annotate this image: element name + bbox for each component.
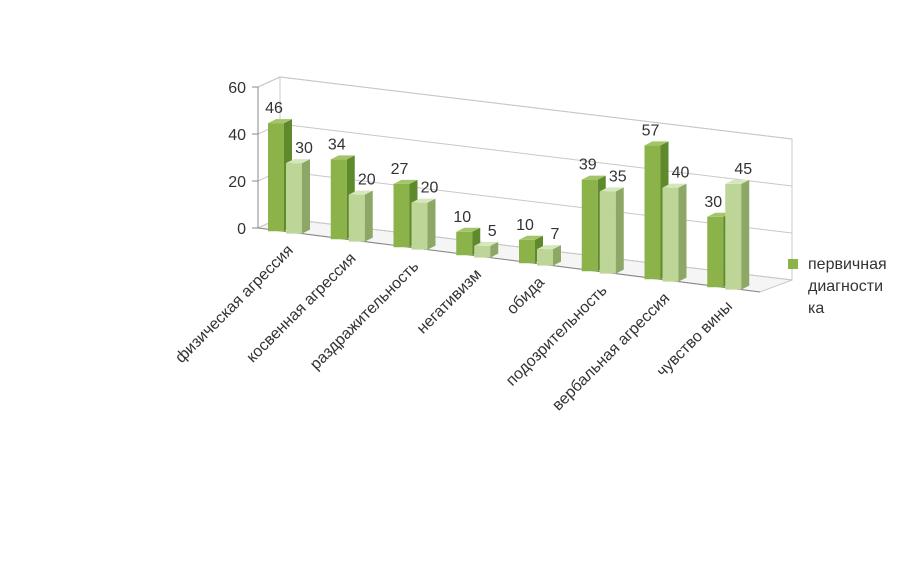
data-label: 10 bbox=[516, 217, 534, 234]
bar-front bbox=[644, 145, 661, 280]
data-label: 30 bbox=[295, 140, 313, 157]
bar-marks bbox=[268, 119, 750, 290]
bar-front bbox=[411, 202, 428, 250]
bar-2-5 bbox=[537, 245, 561, 266]
data-label: 7 bbox=[551, 226, 560, 243]
category-label: физическая агрессия bbox=[172, 242, 297, 367]
bar-front bbox=[725, 183, 742, 290]
data-label: 40 bbox=[672, 165, 690, 182]
bar-2-3 bbox=[411, 198, 436, 250]
bar-side bbox=[678, 183, 687, 282]
bar-front bbox=[348, 194, 365, 242]
data-label: 57 bbox=[642, 122, 660, 139]
gridline bbox=[279, 123, 793, 187]
bar-top bbox=[268, 119, 292, 124]
bar-front bbox=[537, 249, 553, 266]
bar-side bbox=[615, 187, 624, 274]
bar-front bbox=[581, 179, 598, 272]
bar-top bbox=[474, 241, 499, 246]
data-label: 45 bbox=[734, 161, 752, 178]
data-label: 27 bbox=[391, 161, 409, 178]
category-label: чувство вины bbox=[654, 298, 736, 380]
gridline bbox=[279, 170, 793, 234]
y-tick-labels: 0 20 40 60 bbox=[228, 80, 246, 238]
y-tick-label: 60 bbox=[228, 80, 246, 97]
bar-top bbox=[456, 227, 481, 232]
bar-top bbox=[330, 155, 355, 160]
bar-front bbox=[456, 231, 473, 256]
bar-side bbox=[302, 159, 310, 234]
data-label: 46 bbox=[265, 100, 283, 117]
bar-front bbox=[330, 159, 347, 240]
bar-2-1 bbox=[286, 159, 310, 234]
y-tick-label: 0 bbox=[237, 221, 246, 238]
bar-top bbox=[644, 141, 669, 146]
bar-top bbox=[519, 235, 543, 240]
bar-top bbox=[411, 198, 436, 203]
y-tick-label: 20 bbox=[228, 174, 246, 191]
bar-top bbox=[599, 187, 624, 192]
bar-front bbox=[662, 187, 679, 282]
gridline bbox=[279, 76, 793, 140]
bar-top bbox=[581, 175, 606, 180]
legend-swatch-primary bbox=[788, 259, 798, 269]
bar-2-4 bbox=[474, 241, 499, 258]
bar-front bbox=[707, 216, 724, 288]
data-label: 20 bbox=[421, 180, 439, 197]
data-label: 35 bbox=[609, 168, 627, 185]
bar-2-7 bbox=[662, 183, 687, 282]
category-label: вербальная агрессия bbox=[549, 290, 673, 414]
bar-side bbox=[553, 245, 561, 266]
bar-front bbox=[599, 191, 616, 274]
bar-top bbox=[348, 190, 373, 195]
bar-side bbox=[427, 198, 436, 250]
bar-top bbox=[393, 179, 418, 184]
bar-front bbox=[286, 163, 302, 234]
data-label: 10 bbox=[453, 209, 471, 226]
gridline-side bbox=[257, 76, 281, 88]
data-label: 39 bbox=[579, 157, 597, 174]
data-label: 34 bbox=[328, 136, 346, 153]
category-label: негативизм bbox=[414, 266, 485, 337]
bar-front bbox=[393, 183, 410, 248]
category-label: обида bbox=[504, 274, 548, 318]
legend-label-primary: первичная диагности ка bbox=[808, 256, 887, 317]
bar-front bbox=[519, 239, 535, 264]
bar-side bbox=[364, 190, 373, 242]
data-label: 30 bbox=[704, 194, 722, 211]
bar-side bbox=[490, 241, 499, 258]
bar-2-6 bbox=[599, 187, 624, 274]
bar-2-2 bbox=[348, 190, 373, 242]
bar-top bbox=[725, 179, 750, 184]
y-tick-label: 40 bbox=[228, 127, 246, 144]
bar-top bbox=[662, 183, 687, 188]
data-labels: 46 30 34 20 27 20 10 5 10 7 39 35 57 40 30 45 bbox=[265, 100, 752, 243]
bar-2-8 bbox=[725, 179, 750, 290]
bar-front bbox=[474, 245, 491, 258]
bar-top bbox=[286, 159, 310, 164]
bar-side bbox=[741, 179, 750, 290]
bar-top bbox=[537, 245, 561, 250]
data-label: 20 bbox=[358, 172, 376, 189]
data-label: 5 bbox=[488, 223, 497, 240]
bar-front bbox=[268, 123, 284, 232]
